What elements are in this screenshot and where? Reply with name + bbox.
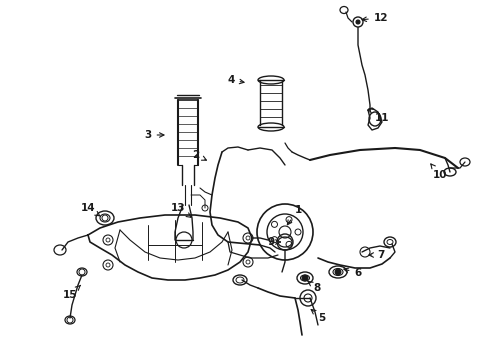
Circle shape [286, 241, 292, 247]
Text: 14: 14 [81, 203, 100, 216]
Text: 12: 12 [362, 13, 388, 23]
Text: 1: 1 [287, 205, 302, 225]
Circle shape [335, 269, 341, 275]
Text: 15: 15 [63, 285, 80, 300]
Circle shape [271, 237, 277, 243]
Text: 5: 5 [311, 310, 326, 323]
Text: 7: 7 [369, 250, 385, 260]
Text: 6: 6 [344, 268, 362, 278]
Circle shape [106, 263, 110, 267]
Circle shape [106, 238, 110, 242]
Text: 11: 11 [369, 109, 389, 123]
Circle shape [356, 20, 360, 24]
Text: 8: 8 [308, 281, 320, 293]
Text: 9: 9 [268, 237, 280, 247]
Text: 4: 4 [227, 75, 244, 85]
Circle shape [353, 17, 363, 27]
Text: 13: 13 [171, 203, 191, 217]
Circle shape [246, 236, 250, 240]
Circle shape [295, 229, 301, 235]
Text: 2: 2 [193, 150, 206, 160]
Circle shape [271, 221, 277, 228]
Circle shape [302, 275, 308, 281]
Circle shape [246, 260, 250, 264]
Circle shape [286, 217, 292, 222]
Text: 3: 3 [145, 130, 164, 140]
Text: 10: 10 [431, 164, 447, 180]
Circle shape [102, 215, 108, 221]
